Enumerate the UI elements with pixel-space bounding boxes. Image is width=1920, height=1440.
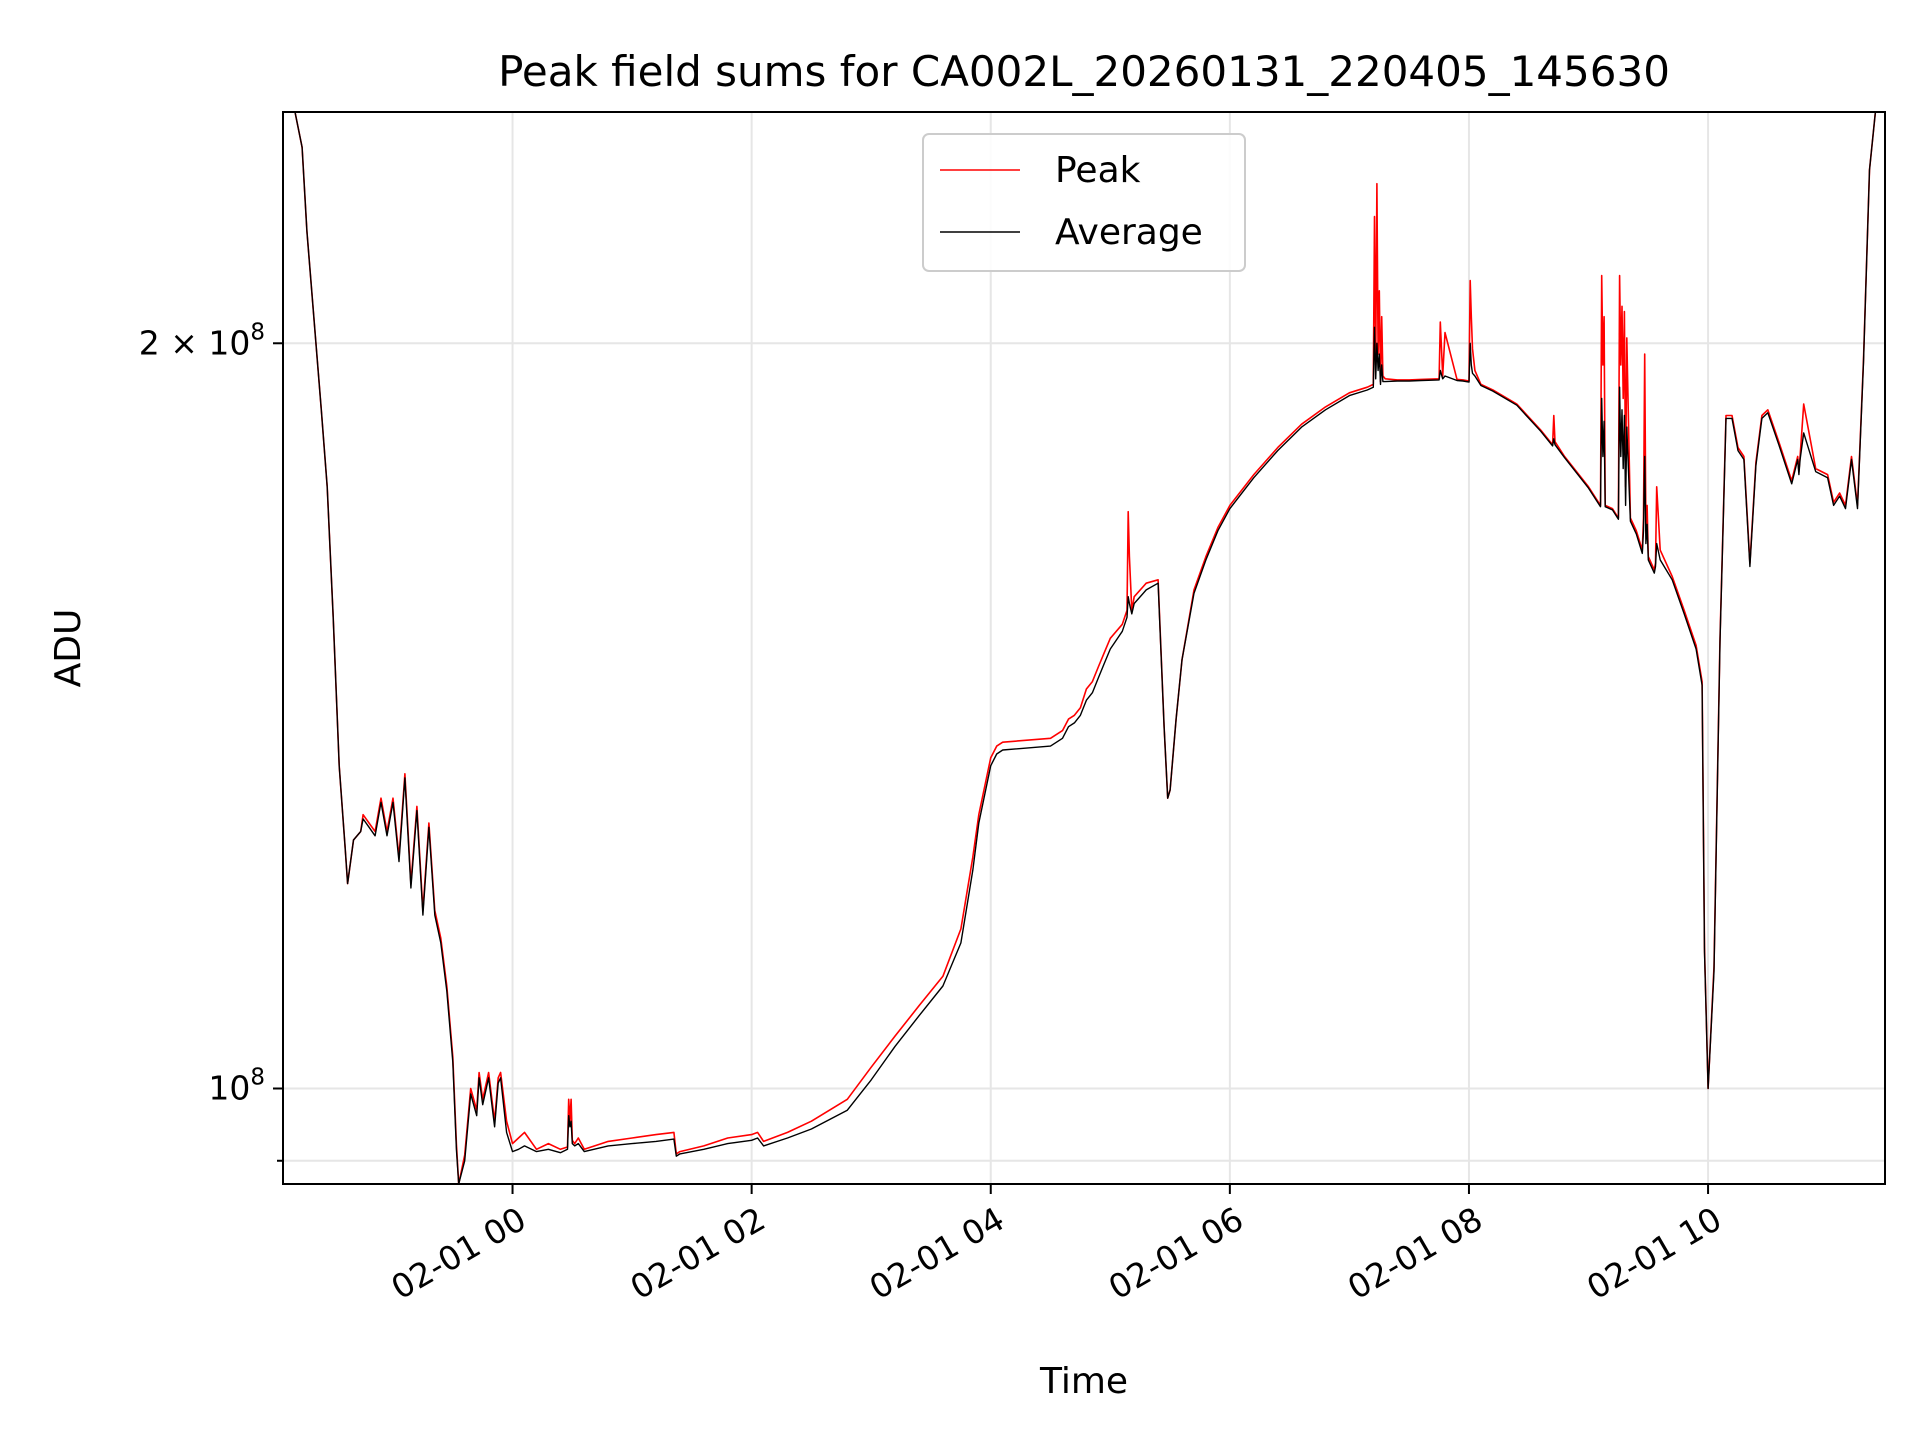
grid xyxy=(283,112,1885,1184)
legend-average-label: Average xyxy=(1055,212,1203,253)
y-axis: 108 2 × 108 xyxy=(139,319,283,1162)
y-axis-label: ADU xyxy=(48,609,89,688)
y-tick-label: 2 × 108 xyxy=(139,319,265,362)
series-average-line xyxy=(283,111,1885,1185)
legend-box xyxy=(922,133,1246,272)
chart-title: Peak field sums for CA002L_20260131_2204… xyxy=(498,47,1670,96)
series-layer xyxy=(283,111,1885,1185)
legend-peak-label: Peak xyxy=(1055,150,1141,191)
legend: Peak Average xyxy=(922,133,1246,272)
y-tick-label: 108 xyxy=(208,1064,265,1107)
series-peak-line xyxy=(283,111,1885,1185)
x-axis-label: Time xyxy=(1039,1361,1128,1402)
plot-frame xyxy=(282,111,1886,1185)
